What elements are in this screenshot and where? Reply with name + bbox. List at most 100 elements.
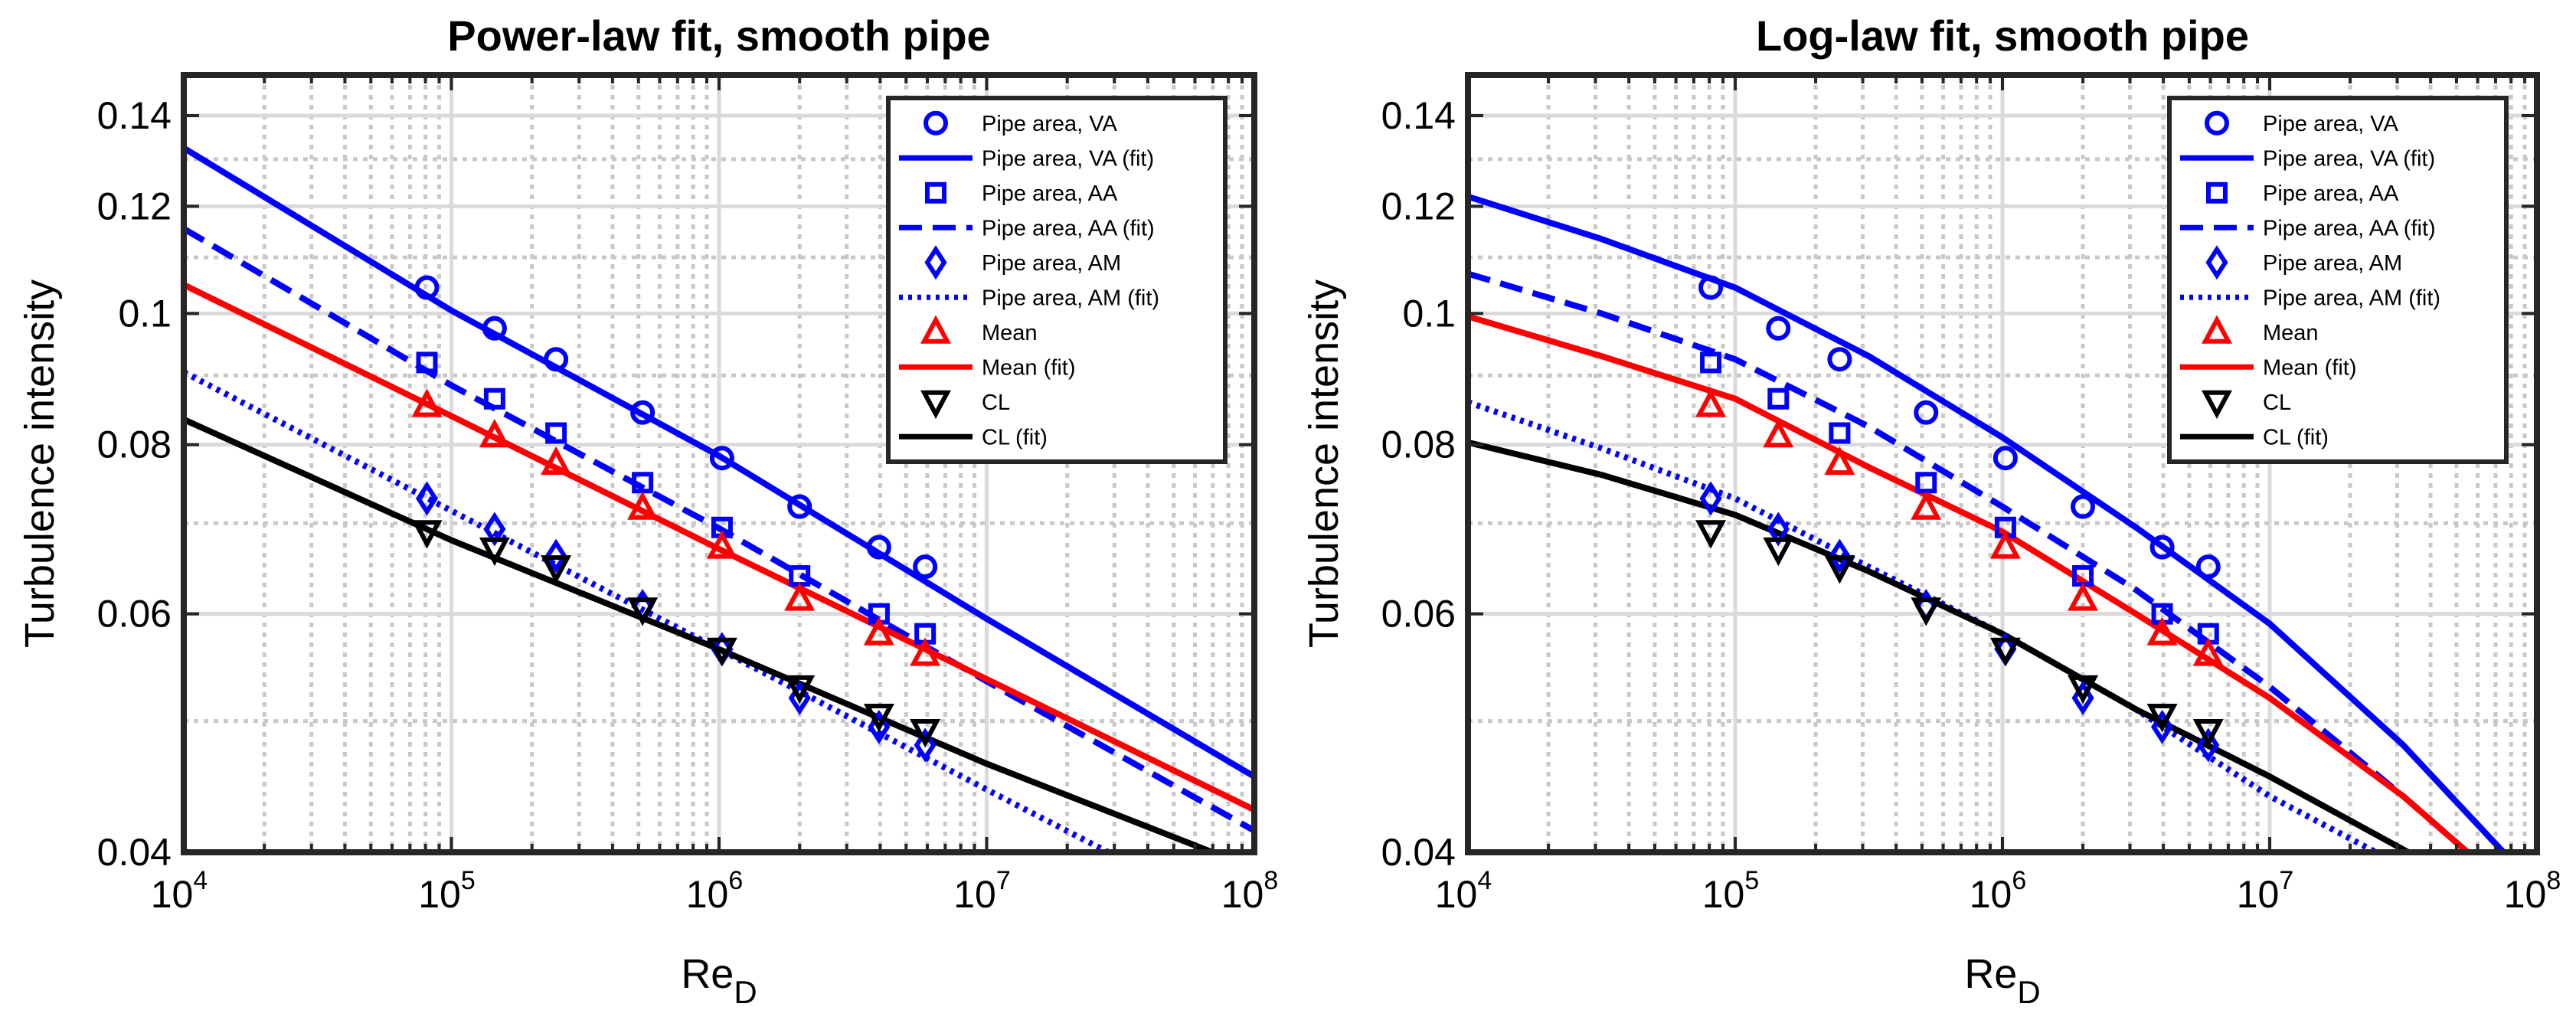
legend-marker (2206, 181, 2228, 204)
legend-label: Pipe area, VA (fit) (2263, 146, 2435, 171)
x-tick-label: 104 (151, 866, 208, 916)
x-tick-label: 107 (2237, 866, 2294, 916)
data-point (541, 555, 572, 584)
data-point (1828, 538, 1852, 574)
y-tick-label: 0.08 (1381, 423, 1456, 466)
data-point (545, 422, 567, 444)
data-point (1700, 351, 1722, 374)
x-axis-label: ReD (681, 951, 757, 1010)
legend-label: CL (2263, 391, 2291, 415)
data-point (1699, 481, 1722, 516)
legend-entry: Pipe area, VA (2205, 110, 2398, 136)
legend-label: Pipe area, AM (fit) (2263, 286, 2440, 310)
legend-entry: Mean (2201, 315, 2319, 345)
data-point (2068, 582, 2099, 611)
data-point (706, 530, 737, 559)
data-point (1915, 472, 1937, 494)
data-point (913, 554, 938, 580)
fit-line (184, 145, 1254, 780)
data-point (1698, 275, 1724, 300)
legend-entry: CL (fit) (899, 425, 1048, 449)
data-point (709, 446, 734, 471)
legend-label: Pipe area, AA (fit) (2263, 216, 2436, 240)
data-point (1763, 537, 1794, 567)
legend-marker (925, 181, 946, 204)
x-tick-label: 105 (418, 866, 476, 916)
data-point (1824, 446, 1855, 476)
data-point (1911, 491, 1942, 520)
data-point (706, 637, 737, 667)
data-point (479, 537, 510, 567)
data-point (2071, 494, 2096, 519)
y-axis-label: Turbulence intensity (1301, 279, 1347, 648)
legend-marker (2201, 315, 2233, 344)
fit-line (1468, 313, 2470, 852)
data-point (863, 704, 894, 733)
panel-1: 104 105 106 107 108 0.04 0.06 0.08 0.1 0.12 0.14 Po… (17, 11, 1278, 1010)
y-tick-label: 0.04 (97, 831, 172, 874)
legend-marker (2201, 390, 2233, 420)
legend: Pipe area, VA Pipe area, VA (fit) Pipe are… (886, 96, 1228, 464)
data-point (482, 315, 507, 341)
data-point (2149, 534, 2175, 560)
data-point (787, 494, 812, 519)
legend-label: Pipe area, VA (fit) (982, 146, 1154, 171)
y-tick-label: 0.1 (118, 292, 172, 335)
legend-entry: Pipe area, AA (925, 181, 1118, 206)
legend-entry: CL (920, 390, 1010, 420)
fit-line (184, 282, 1254, 813)
data-point (627, 597, 659, 626)
data-point (784, 675, 816, 704)
legend-entry: CL (fit) (2180, 425, 2329, 449)
legend-label: CL (fit) (2263, 425, 2329, 449)
chart-title: Log-law fit, smooth pipe (1756, 11, 2249, 60)
legend-label: CL (fit) (982, 425, 1048, 449)
data-point (2151, 709, 2174, 744)
legend-marker (920, 390, 952, 420)
data-point (1695, 520, 1727, 549)
chart-title: Power-law fit, smooth pipe (447, 11, 990, 60)
fit-line (184, 417, 1221, 852)
x-tick-label: 106 (1970, 866, 2027, 916)
data-point (2192, 637, 2224, 666)
legend-entry: Mean (fit) (899, 355, 1075, 380)
legend-entry: Pipe area, VA (fit) (2180, 146, 2435, 171)
data-markers (411, 275, 941, 763)
data-point (1766, 315, 1791, 341)
x-tick-label: 107 (953, 866, 1011, 916)
data-point (1763, 418, 1794, 448)
legend-entry: Pipe area, AA (fit) (899, 216, 1155, 240)
legend: Pipe area, VA Pipe area, VA (fit) Pipe are… (2167, 96, 2509, 464)
data-point (541, 446, 572, 476)
y-tick-label: 0.12 (1381, 185, 1456, 227)
x-axis-label: ReD (1964, 951, 2040, 1010)
data-point (2146, 616, 2178, 646)
data-point (416, 351, 438, 374)
data-point (2197, 727, 2220, 763)
legend-entry: Mean (920, 315, 1038, 345)
legend-label: Mean (fit) (2263, 355, 2356, 380)
legend-label: Mean (fit) (982, 355, 1075, 380)
legend-entry: Pipe area, AM (fit) (2180, 286, 2440, 310)
data-point (784, 582, 816, 611)
data-point (2192, 719, 2224, 748)
data-point (411, 388, 443, 417)
data-point (627, 491, 659, 520)
legend-entry: Pipe area, AA (fit) (2180, 216, 2436, 240)
legend-label: CL (982, 391, 1010, 415)
legend-entry: Mean (fit) (2180, 355, 2356, 380)
legend-label: Mean (2263, 321, 2319, 345)
tick-marks (1466, 75, 2538, 854)
data-point (1767, 512, 1790, 547)
legend-entry: Pipe area, AM (924, 245, 1121, 280)
fit-line (184, 226, 1254, 834)
data-point (1992, 446, 2018, 471)
data-point (866, 534, 891, 560)
legend-label: Pipe area, VA (982, 112, 1117, 136)
y-tick-label: 0.14 (1381, 94, 1456, 137)
data-point (1829, 422, 1851, 444)
data-point (483, 387, 505, 410)
data-point (910, 719, 941, 748)
legend-label: Pipe area, AM (2263, 251, 2402, 276)
data-point (414, 275, 440, 300)
